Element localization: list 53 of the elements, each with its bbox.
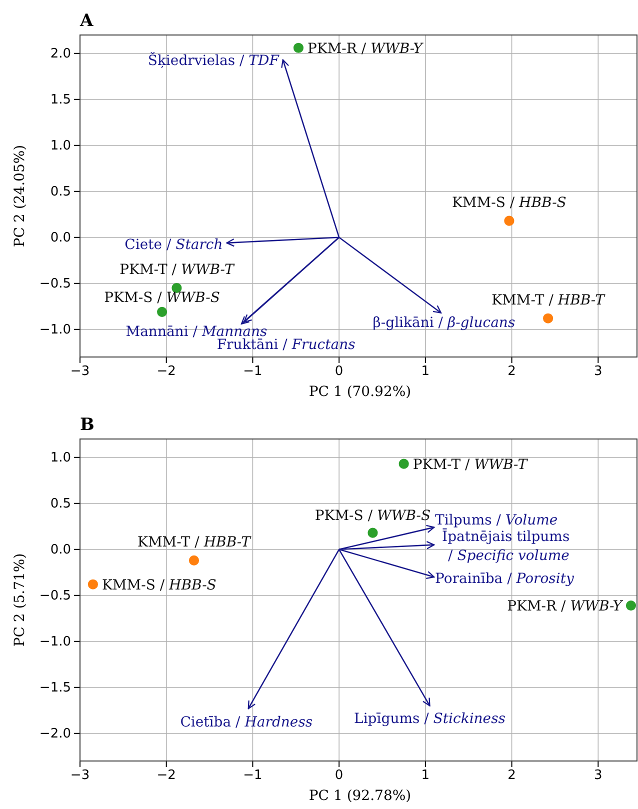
annotation: PKM-S / WWB-S xyxy=(104,290,220,306)
x-tick-label: −1 xyxy=(243,364,262,380)
y-tick-label: 0.5 xyxy=(50,496,71,512)
y-tick-label: −0.5 xyxy=(39,588,71,604)
annotation: PKM-S / WWB-S xyxy=(314,508,431,524)
x-tick-label: 1 xyxy=(421,364,430,380)
annotation: PKM-T / WWB-T xyxy=(412,456,529,473)
y-tick-label: 1.5 xyxy=(50,92,71,108)
y-axis-title: PC 2 (24.05%) xyxy=(12,144,28,248)
y-axis-title: PC 2 (5.71%) xyxy=(12,553,28,647)
x-tick-label: 0 xyxy=(334,768,344,784)
y-tick-label: 0.0 xyxy=(50,230,71,246)
y-tick-label: 0.0 xyxy=(50,542,71,558)
x-tick-label: 3 xyxy=(594,364,602,380)
x-tick-label: −2 xyxy=(156,768,176,784)
annotation: PKM-R / WWB-Y xyxy=(507,598,624,615)
annotation: PKM-R / WWB-Y xyxy=(307,40,424,57)
x-tick-label: 0 xyxy=(334,364,344,380)
x-axis-title: PC 1 (92.78%) xyxy=(308,788,412,804)
chart-title: A xyxy=(79,11,94,31)
annotation: KMM-T / HBB-T xyxy=(492,292,606,308)
x-tick-label: −1 xyxy=(243,768,262,784)
y-tick-label: 1.0 xyxy=(50,138,71,154)
series-label: Šķiedrvielas / TDF xyxy=(148,52,280,69)
x-tick-label: 1 xyxy=(421,768,430,784)
series-label: Porainība / Porosity xyxy=(435,571,575,587)
y-tick-label: 2.0 xyxy=(50,46,71,62)
y-tick-label: −0.5 xyxy=(39,276,71,292)
y-tick-label: −1.5 xyxy=(39,680,71,696)
y-tick-label: −1.0 xyxy=(39,634,71,650)
text: Fruktāni / Fructans xyxy=(216,337,356,354)
y-tick-label: −1.0 xyxy=(39,322,71,338)
series-label: Lipīgums / Stickiness xyxy=(354,710,506,727)
annotation: KMM-S / HBB-S xyxy=(452,194,566,211)
annotation: KMM-S / HBB-S xyxy=(102,577,216,594)
y-tick-label: 0.5 xyxy=(50,184,71,200)
x-tick-label: −3 xyxy=(70,364,90,380)
chart-title: B xyxy=(80,415,94,435)
y-tick-label: −2.0 xyxy=(39,726,71,742)
series-label: Īpatnējais tilpums / Specific volume xyxy=(442,528,570,564)
annotation: KMM-T / HBB-T xyxy=(138,534,252,550)
series-label: β-glikāni / β-glucans xyxy=(372,314,516,331)
series-label: Cietība / Hardness xyxy=(180,714,313,731)
x-tick-label: −3 xyxy=(70,768,90,784)
annotation: PKM-T / WWB-T xyxy=(120,262,236,278)
x-tick-label: 2 xyxy=(508,768,516,784)
x-tick-label: 3 xyxy=(594,768,602,784)
x-tick-label: −2 xyxy=(156,364,176,380)
series-label: Tilpums / Volume xyxy=(435,512,558,528)
y-tick-label: 1.0 xyxy=(50,450,71,466)
x-axis-title: PC 1 (70.92%) xyxy=(308,384,412,400)
x-tick-label: 2 xyxy=(508,364,516,380)
series-label: Ciete / Starch xyxy=(124,236,223,253)
